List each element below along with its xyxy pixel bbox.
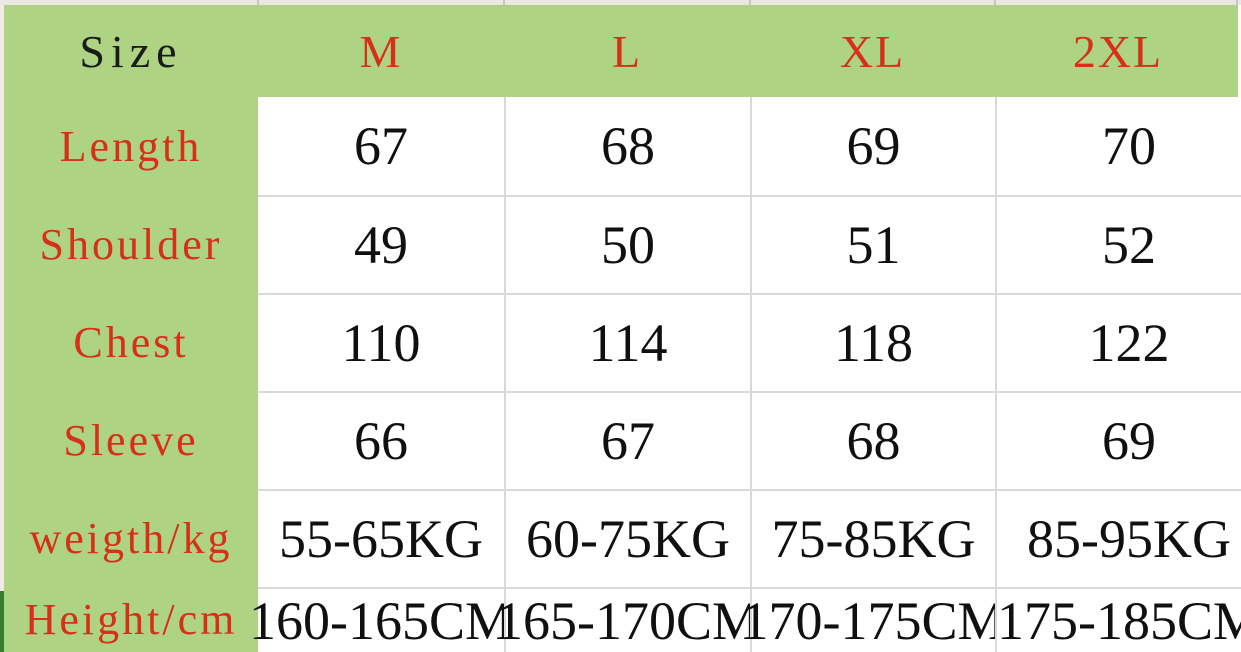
column-header-m: M	[359, 25, 403, 77]
table-cell-shoulder-m: 49	[258, 195, 504, 293]
table-cell-weight-m: 55-65KG	[258, 489, 504, 587]
row-label-chest: Chest	[73, 317, 189, 367]
row-label-sleeve: Sleeve	[63, 415, 199, 465]
table-cell-sleeve-2xl: 69	[995, 391, 1241, 489]
column-header-2xl: 2XL	[1072, 25, 1164, 77]
table-cell-length-m: 67	[258, 97, 504, 195]
column-header-row: M L XL 2XL	[258, 5, 1241, 97]
top-edge-strip	[0, 0, 1241, 5]
row-label-height: Height/cm	[24, 595, 238, 644]
row-label-weight: weigth/kg	[29, 513, 233, 563]
left-edge-strip	[0, 5, 4, 591]
table-cell-chest-xl: 118	[750, 293, 995, 391]
table-cell-shoulder-l: 50	[504, 195, 750, 293]
row-label-column: Length Shoulder Chest Sleeve weigth/kg H…	[4, 97, 258, 652]
row-label-length: Length	[59, 121, 203, 171]
corner-header-size: Size	[79, 25, 183, 77]
table-cell-sleeve-xl: 68	[750, 391, 995, 489]
grid-tick	[1236, 0, 1238, 5]
table-cell-chest-l: 114	[504, 293, 750, 391]
grid-tick	[994, 0, 996, 5]
left-edge-dark-corner	[0, 591, 4, 652]
table-cell-sleeve-m: 66	[258, 391, 504, 489]
table-cell-length-2xl: 70	[995, 97, 1241, 195]
grid-tick	[257, 0, 259, 5]
column-header-xl: XL	[839, 25, 906, 77]
table-cell-weight-l: 60-75KG	[504, 489, 750, 587]
label-column-background	[4, 5, 258, 652]
row-label-shoulder: Shoulder	[39, 219, 223, 269]
grid-tick	[749, 0, 751, 5]
table-cell-shoulder-2xl: 52	[995, 195, 1241, 293]
table-cell-sleeve-l: 67	[504, 391, 750, 489]
column-header-l: L	[611, 25, 643, 77]
data-cells-grid: 67 68 69 70 49 50 51 52 110 114 118 122 …	[249, 97, 1241, 652]
table-cell-weight-2xl: 85-95KG	[995, 489, 1241, 587]
table-cell-height-xl: 170-175CM	[742, 587, 1006, 652]
table-cell-height-l: 165-170CM	[496, 587, 760, 652]
table-cell-height-2xl: 175-185CM	[995, 587, 1241, 652]
table-cell-height-m: 160-165CM	[249, 587, 513, 652]
table-cell-weight-xl: 75-85KG	[750, 489, 995, 587]
table-cell-length-l: 68	[504, 97, 750, 195]
table-cell-shoulder-xl: 51	[750, 195, 995, 293]
table-cell-length-xl: 69	[750, 97, 995, 195]
grid-tick	[503, 0, 505, 5]
table-cell-chest-2xl: 122	[995, 293, 1241, 391]
table-cell-chest-m: 110	[258, 293, 504, 391]
